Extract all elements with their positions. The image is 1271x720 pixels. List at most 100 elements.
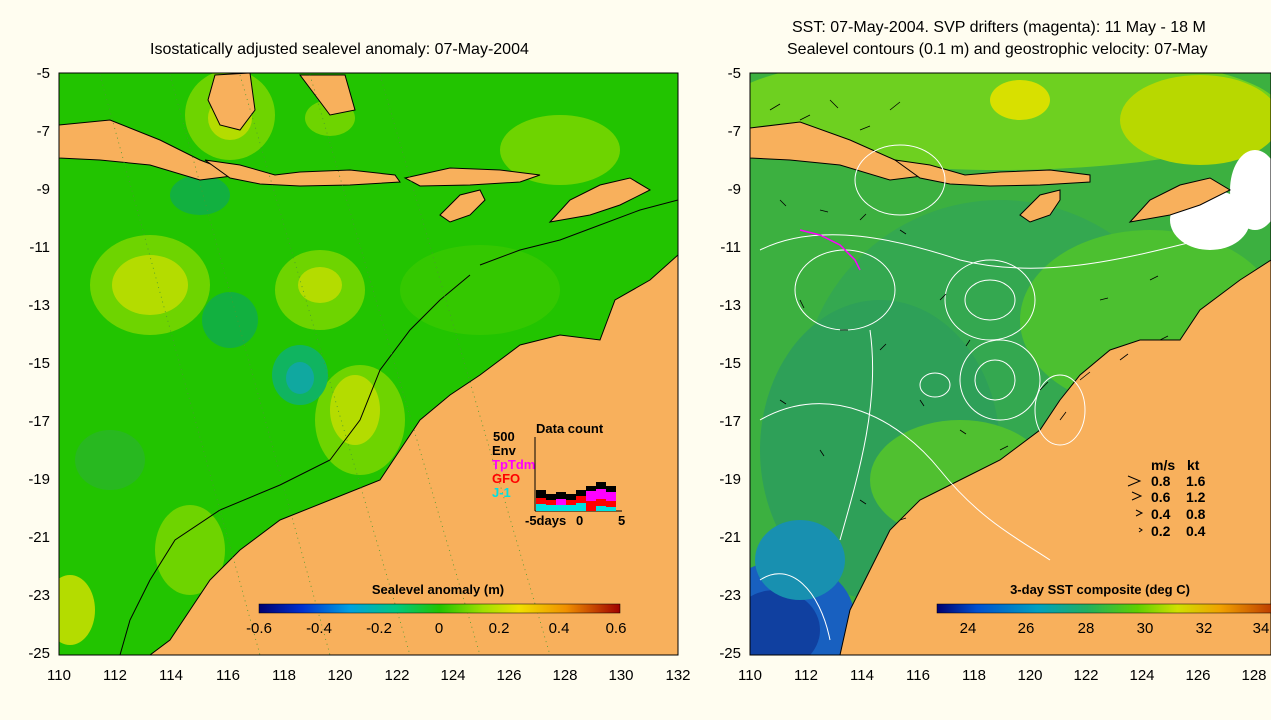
svg-text:0.4: 0.4 bbox=[1186, 523, 1206, 539]
data-count-xtick: 0 bbox=[576, 513, 583, 528]
right-map-title-line1: SST: 07-May-2004. SVP drifters (magenta)… bbox=[792, 19, 1206, 36]
left-x-tick: 126 bbox=[496, 667, 521, 684]
right-y-tick: -25 bbox=[719, 645, 741, 662]
left-y-tick: -11 bbox=[29, 239, 50, 256]
sla-colorbar-tick: 0.6 bbox=[606, 620, 627, 637]
left-x-tick: 114 bbox=[159, 667, 183, 684]
left-map-frame bbox=[58, 72, 679, 656]
right-y-axis: -5 -7 -9 -11 -13 -15 -17 -19 -21 -23 -25 bbox=[719, 65, 741, 662]
velocity-arrow-04 bbox=[1135, 509, 1144, 517]
right-y-tick: -19 bbox=[719, 471, 741, 488]
svg-text:0.8: 0.8 bbox=[1151, 473, 1171, 489]
svg-text:0.8: 0.8 bbox=[1186, 506, 1206, 522]
right-y-tick: -11 bbox=[720, 239, 741, 256]
data-count-inset: Data count 500 Env TpTdm GFO J-1 -5days … bbox=[492, 421, 625, 528]
right-x-tick: 124 bbox=[1129, 667, 1154, 684]
left-map-plot bbox=[59, 73, 678, 655]
sla-colorbar-tick: -0.4 bbox=[306, 620, 332, 637]
left-y-tick: -9 bbox=[37, 181, 50, 198]
left-y-tick: -25 bbox=[28, 645, 50, 662]
left-y-tick: -19 bbox=[28, 471, 50, 488]
sla-colorbar-tick: -0.6 bbox=[246, 620, 272, 637]
left-x-tick: 118 bbox=[272, 667, 296, 684]
velocity-arrow-08 bbox=[1127, 475, 1142, 487]
right-x-tick: 128 bbox=[1241, 667, 1266, 684]
right-y-tick: -5 bbox=[728, 65, 741, 82]
sla-colorbar-tick: 0.2 bbox=[489, 620, 510, 637]
left-y-tick: -7 bbox=[37, 123, 50, 140]
svp-drifter-track bbox=[799, 229, 861, 271]
java-island-r bbox=[750, 121, 932, 181]
svg-text:0.4: 0.4 bbox=[1151, 506, 1171, 522]
left-y-tick: -23 bbox=[28, 587, 50, 604]
left-x-tick: 110 bbox=[47, 667, 71, 684]
left-land bbox=[59, 73, 678, 655]
flores-island bbox=[403, 167, 541, 187]
right-map-plot bbox=[750, 73, 1271, 655]
sst-colorbar-title: 3-day SST composite (deg C) bbox=[1010, 582, 1190, 597]
sst-colorbar-tick: 30 bbox=[1137, 620, 1154, 637]
left-y-tick: -5 bbox=[37, 65, 50, 82]
left-x-tick: 120 bbox=[327, 667, 352, 684]
sumba-r bbox=[1019, 189, 1061, 223]
right-x-tick: 116 bbox=[906, 667, 930, 684]
right-x-tick: 118 bbox=[962, 667, 986, 684]
left-y-tick: -13 bbox=[28, 297, 50, 314]
data-count-title: Data count bbox=[536, 421, 604, 436]
borneo-island bbox=[207, 73, 256, 131]
sla-colorbar-tick: 0 bbox=[435, 620, 443, 637]
left-x-axis: 110 112 114 116 118 120 122 124 126 128 … bbox=[47, 667, 690, 684]
right-y-tick: -7 bbox=[728, 123, 741, 140]
legend-j1: J-1 bbox=[492, 485, 511, 500]
legend-env: Env bbox=[492, 443, 517, 458]
sst-colorbar-tick: 26 bbox=[1018, 620, 1035, 637]
left-y-tick: -21 bbox=[28, 529, 50, 546]
svg-text:0.2: 0.2 bbox=[1151, 523, 1171, 539]
sla-colorbar-tick: 0.4 bbox=[549, 620, 570, 637]
sumba-island bbox=[439, 189, 486, 223]
right-land bbox=[750, 121, 1271, 655]
sla-colorbar-tick: -0.2 bbox=[366, 620, 392, 637]
left-x-tick: 116 bbox=[216, 667, 240, 684]
velocity-arrow-06 bbox=[1131, 491, 1143, 501]
shelf-contour bbox=[119, 274, 471, 655]
right-y-tick: -13 bbox=[719, 297, 741, 314]
right-y-tick: -17 bbox=[719, 413, 741, 430]
right-map-frame bbox=[749, 72, 1271, 656]
left-x-tick: 132 bbox=[665, 667, 690, 684]
svg-text:1.6: 1.6 bbox=[1186, 473, 1206, 489]
bali-lombok-island bbox=[204, 159, 401, 187]
svg-text:0.6: 0.6 bbox=[1151, 489, 1171, 505]
data-count-bars bbox=[536, 482, 616, 511]
right-x-tick: 110 bbox=[738, 667, 762, 684]
right-y-tick: -9 bbox=[728, 181, 741, 198]
right-map-title-line2: Sealevel contours (0.1 m) and geostrophi… bbox=[787, 41, 1208, 58]
left-x-tick: 130 bbox=[608, 667, 633, 684]
velocity-legend-ms-header: m/s bbox=[1151, 457, 1175, 473]
sulawesi-fragment bbox=[299, 74, 356, 116]
right-x-axis: 110 112 114 116 118 120 122 124 126 128 bbox=[738, 667, 1266, 684]
java-island bbox=[59, 119, 241, 181]
velocity-legend: m/s kt 0.8 1.6 0.6 1.2 0.4 0.8 0.2 0.4 bbox=[1127, 457, 1206, 539]
timor-island bbox=[548, 177, 652, 223]
left-x-tick: 112 bbox=[103, 667, 127, 684]
right-x-tick: 122 bbox=[1073, 667, 1098, 684]
data-count-ylabel: 500 bbox=[493, 429, 515, 444]
legend-tptdm: TpTdm bbox=[492, 457, 535, 472]
left-x-tick: 124 bbox=[440, 667, 465, 684]
velocity-arrows bbox=[769, 99, 1169, 521]
left-y-tick: -15 bbox=[28, 355, 50, 372]
right-y-tick: -15 bbox=[719, 355, 741, 372]
sst-colorbar: 3-day SST composite (deg C) 24 26 28 30 … bbox=[936, 582, 1271, 637]
sla-colorbar: Sealevel anomaly (m) -0.6 -0.4 -0.2 0 0.… bbox=[246, 582, 626, 637]
right-x-tick: 112 bbox=[794, 667, 818, 684]
left-x-tick: 122 bbox=[384, 667, 409, 684]
sealevel-contours bbox=[759, 144, 1201, 641]
australia-r bbox=[839, 259, 1271, 655]
legend-gfo: GFO bbox=[492, 471, 520, 486]
svg-text:1.2: 1.2 bbox=[1186, 489, 1206, 505]
right-x-tick: 126 bbox=[1185, 667, 1210, 684]
velocity-arrow-02 bbox=[1138, 527, 1143, 533]
sst-colorbar-tick: 32 bbox=[1196, 620, 1213, 637]
